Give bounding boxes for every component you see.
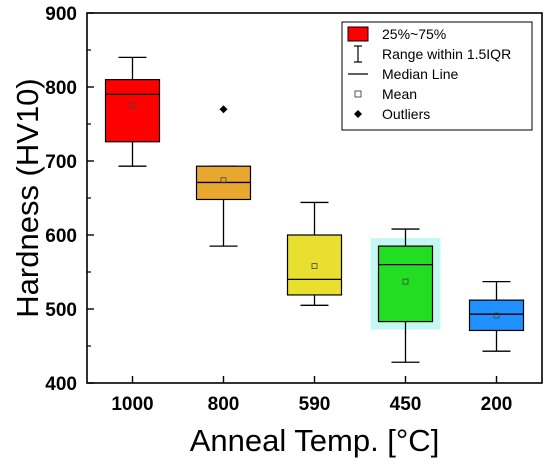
mean-marker [493,312,500,319]
legend-label: Outliers [382,106,430,122]
legend-item: 25%~75% [347,26,446,42]
x-tick-label: 450 [390,394,422,415]
legend-mean-swatch [354,90,362,98]
legend-label: Mean [382,86,417,102]
legend-item: Mean [354,86,417,102]
legend-frame [341,21,533,131]
mean-marker [311,263,318,269]
legend-box-swatch [347,26,369,42]
box-group-1000 [104,56,161,167]
box-group-450 [370,228,441,363]
iqr-box [468,299,525,332]
legend-item: Range within 1.5IQR [354,45,511,63]
y-tick-label: 700 [45,152,77,173]
box-group-800 [195,105,252,247]
legend-label: Range within 1.5IQR [382,46,511,62]
x-tick-label: 1000 [111,394,153,415]
y-tick-label: 500 [45,300,77,321]
boxes-layer [104,56,525,363]
axis-ticks: 400 500 600 700 800 900 1000 800 590 450 200 [45,4,512,415]
mean-marker [129,102,136,109]
legend-item: Outliers [354,106,430,122]
legend: 25%~75% Range within 1.5IQR Median Line Mea… [341,21,533,131]
legend-label: Median Line [382,66,458,82]
box-group-590 [286,201,343,306]
y-tick-label: 900 [45,4,77,25]
y-tick-label: 800 [45,78,77,99]
box-group-200 [468,280,525,352]
y-tick-label: 600 [45,226,77,247]
y-axis-title: Hardness (HV10) [10,78,45,317]
outlier-marker [219,105,228,114]
x-axis-title: Anneal Temp. [°C] [190,423,440,458]
y-tick-label: 400 [45,374,77,395]
x-tick-label: 590 [299,394,331,415]
mean-marker [402,278,409,285]
x-tick-label: 200 [481,394,513,415]
legend-outlier-swatch [354,110,362,118]
x-tick-label: 800 [208,394,240,415]
legend-item: Median Line [348,66,458,82]
mean-marker [220,177,227,184]
iqr-box [104,78,161,143]
iqr-box [286,234,343,296]
legend-label: 25%~75% [382,26,446,42]
